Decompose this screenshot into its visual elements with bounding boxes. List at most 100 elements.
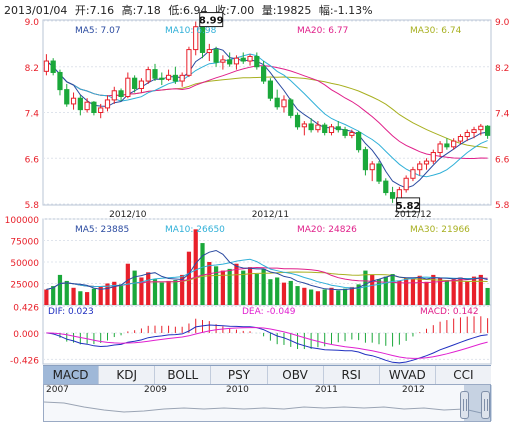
volume-bar [85,292,90,305]
candle [362,149,369,171]
volume-bar [363,270,368,305]
volume-bar [180,274,185,305]
tab-obv[interactable]: OBV [268,366,324,385]
candle [206,49,212,53]
candle [294,114,301,128]
tab-psy[interactable]: PSY [211,366,268,385]
volume-bar [336,290,341,305]
candle [145,69,151,82]
volume-bar [431,274,436,305]
volume-legend-ma20: MA20: 24826 [297,225,357,235]
volume-bar [51,286,56,305]
timeline-navigator[interactable]: 2007 2009 2010 2011 2012 [43,384,492,422]
volume-bar [57,274,63,305]
price-legend-ma10: MA10: 6.98 [165,26,217,36]
volume-bar [315,291,321,305]
tab-rsi[interactable]: RSI [324,366,380,385]
volume-bar [444,280,449,305]
volume-bar [417,275,422,305]
dea-line [46,327,488,359]
volume-bar [404,277,409,305]
price-tick-right: 7.4 [495,110,510,120]
navigator-year: 2007 [46,385,69,395]
candle [193,26,199,51]
volume-bar [383,276,388,305]
indicator-tabs: MACD KDJ BOLL PSY OBV RSI WVAD CCI [43,365,491,386]
tab-macd[interactable]: MACD [43,366,100,385]
candle [64,89,70,105]
volume-bar [465,280,470,305]
navigator-right-handle[interactable] [481,391,490,419]
volume-bar [485,287,490,305]
candle [227,59,233,65]
macd-tick: -0.426 [10,356,39,365]
price-callout: 8.99 [199,16,224,27]
volume-bar [200,243,205,305]
price-legend-ma20: MA20: 6.77 [297,26,348,36]
candle [254,55,260,68]
candle [301,123,307,128]
tab-kdj[interactable]: KDJ [99,366,156,385]
tab-boll[interactable]: BOLL [155,366,212,385]
volume-legend-ma5: MA5: 23885 [75,225,129,235]
candle [50,60,56,73]
price-tick-right: 9.0 [495,18,510,28]
volume-bar [64,280,69,305]
volume-tick: 75000 [10,238,39,248]
volume-bar [261,268,266,305]
candle [335,126,341,131]
volume-bar [458,277,463,305]
candle [308,123,314,131]
price-tick-left: 5.8 [25,201,40,211]
macd-tick: 0.000 [13,330,39,340]
candle [172,74,178,82]
volume-bar [478,274,483,305]
volume-bar [44,289,49,305]
candle [437,143,443,154]
volume-bar [146,272,151,305]
volume-bar [78,291,83,305]
candle [267,80,273,99]
volume-bar [152,279,158,305]
price-callout-box [396,197,421,213]
candle [70,97,77,105]
volume-bar [220,270,225,305]
volume-bar [451,279,456,305]
candle [233,57,240,65]
volume-bar [342,288,348,305]
volume-bar [356,284,361,305]
tab-cci[interactable]: CCI [453,368,474,382]
volume-tick: 25000 [10,281,39,291]
volume-legend-ma30: MA30: 21966 [410,225,470,235]
candle [410,169,416,179]
date-label: 2012/11 [252,210,289,220]
candle [457,136,464,142]
navigator-left-handle[interactable] [460,391,469,419]
volume-bar [118,284,124,305]
candle [389,192,396,199]
candle [43,60,49,72]
quote-open: 开:7.16 [74,4,115,17]
volume-bar [390,274,395,305]
navigator-year: 2010 [226,385,249,395]
macd-tick: 0.426 [13,303,39,313]
candle [274,97,280,108]
volume-bar [234,263,239,305]
candle [261,66,267,82]
candle [444,143,450,148]
quote-low: 低:6.94 [168,4,208,17]
volume-bar [241,270,246,305]
navigator-year: 2011 [315,385,338,395]
candle [152,69,158,79]
candle [485,125,491,136]
dif-line [46,324,488,364]
volume-bar [71,287,76,305]
volume-bar [105,283,110,305]
candle [376,163,382,182]
volume-bar [207,262,212,305]
macd-legend-dif: DIF: 0.023 [48,307,94,317]
price-tick-right: 8.2 [495,64,509,74]
tab-wvad[interactable]: WVAD [380,366,436,385]
candle [104,99,111,109]
